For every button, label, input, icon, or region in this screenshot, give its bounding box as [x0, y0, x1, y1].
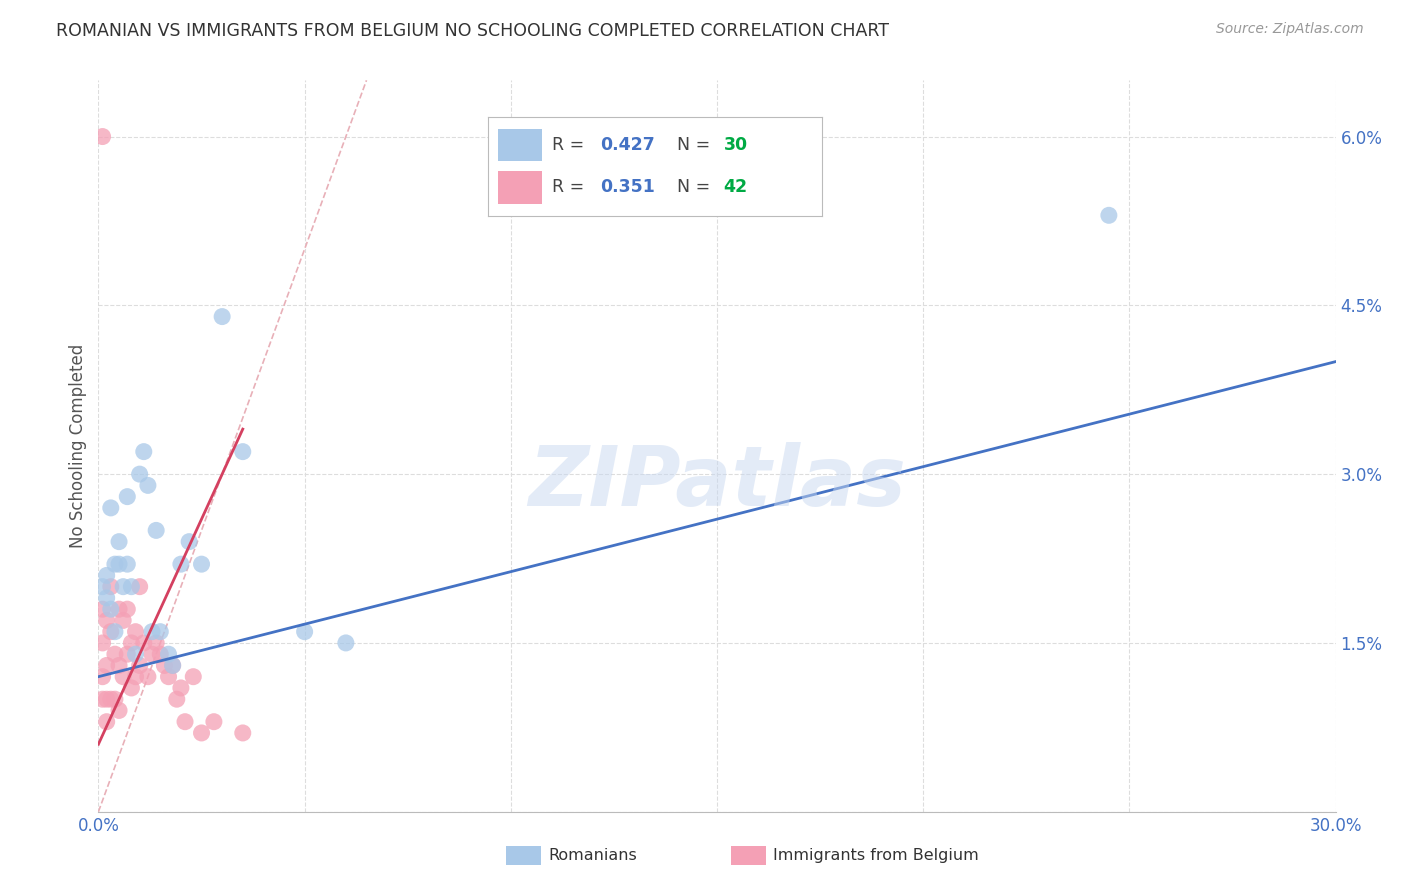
Point	[104, 692, 127, 706]
Point	[91, 636, 114, 650]
Point	[174, 714, 197, 729]
Point	[108, 534, 131, 549]
Point	[91, 602, 114, 616]
Point	[112, 614, 135, 628]
Point	[170, 681, 193, 695]
Point	[136, 478, 159, 492]
Point	[211, 310, 233, 324]
Point	[91, 692, 114, 706]
Point	[128, 658, 150, 673]
Point	[202, 714, 225, 729]
Point	[153, 658, 176, 673]
Point	[145, 636, 167, 650]
Point	[1098, 208, 1121, 222]
Point	[112, 580, 135, 594]
Point	[108, 602, 131, 616]
Point	[162, 658, 184, 673]
Point	[141, 647, 163, 661]
Point	[124, 670, 146, 684]
Point	[91, 129, 114, 144]
Point	[104, 557, 127, 571]
Point	[149, 624, 172, 639]
Point	[132, 444, 155, 458]
Point	[120, 580, 142, 594]
Point	[157, 647, 180, 661]
Point	[232, 444, 254, 458]
Point	[166, 692, 188, 706]
Point	[100, 500, 122, 515]
Point	[120, 681, 142, 695]
Point	[112, 670, 135, 684]
Point	[104, 624, 127, 639]
Point	[117, 490, 139, 504]
Point	[124, 647, 146, 661]
Point	[149, 647, 172, 661]
Point	[96, 658, 118, 673]
Point	[96, 568, 118, 582]
Point	[232, 726, 254, 740]
Point	[132, 636, 155, 650]
Text: Romanians: Romanians	[548, 848, 637, 863]
Point	[179, 534, 201, 549]
Point	[108, 703, 131, 717]
Point	[96, 614, 118, 628]
Point	[190, 557, 212, 571]
Point	[181, 670, 204, 684]
Point	[117, 602, 139, 616]
Point	[294, 624, 316, 639]
Point	[100, 602, 122, 616]
Point	[190, 726, 212, 740]
Text: ZIPatlas: ZIPatlas	[529, 442, 905, 523]
Point	[128, 467, 150, 482]
Point	[162, 658, 184, 673]
Point	[120, 636, 142, 650]
Point	[157, 670, 180, 684]
Point	[117, 557, 139, 571]
Point	[100, 580, 122, 594]
Point	[100, 692, 122, 706]
Point	[128, 580, 150, 594]
Point	[124, 624, 146, 639]
Point	[91, 670, 114, 684]
Y-axis label: No Schooling Completed: No Schooling Completed	[69, 344, 87, 548]
Point	[136, 670, 159, 684]
Point	[96, 591, 118, 605]
Text: Immigrants from Belgium: Immigrants from Belgium	[773, 848, 979, 863]
Point	[170, 557, 193, 571]
Point	[108, 557, 131, 571]
Point	[108, 658, 131, 673]
Point	[141, 624, 163, 639]
Point	[100, 624, 122, 639]
Point	[96, 714, 118, 729]
Point	[96, 692, 118, 706]
Point	[104, 647, 127, 661]
Point	[91, 580, 114, 594]
Text: Source: ZipAtlas.com: Source: ZipAtlas.com	[1216, 22, 1364, 37]
Point	[145, 524, 167, 538]
Text: ROMANIAN VS IMMIGRANTS FROM BELGIUM NO SCHOOLING COMPLETED CORRELATION CHART: ROMANIAN VS IMMIGRANTS FROM BELGIUM NO S…	[56, 22, 889, 40]
Point	[117, 647, 139, 661]
Point	[335, 636, 357, 650]
